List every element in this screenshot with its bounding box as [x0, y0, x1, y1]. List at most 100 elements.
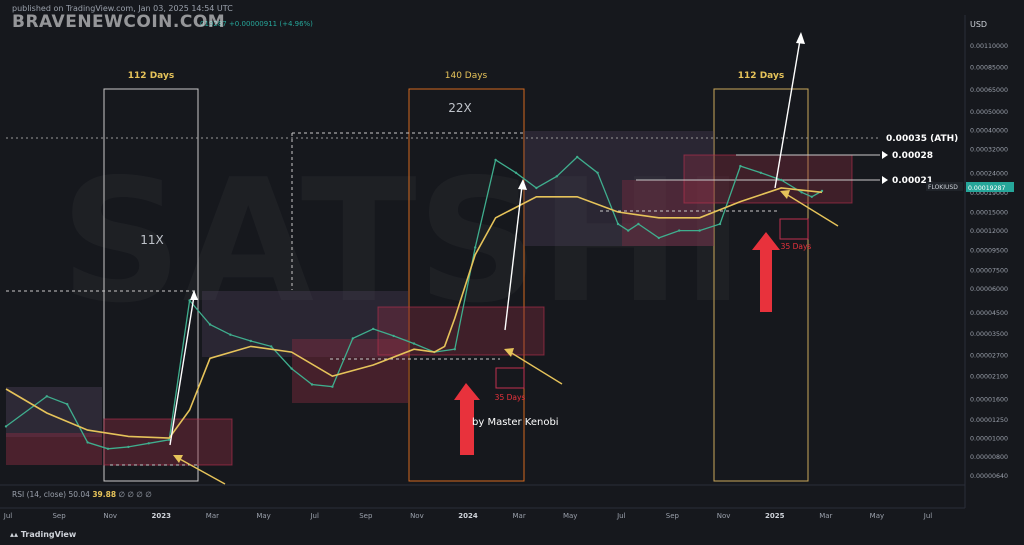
currency-label[interactable]: USD: [970, 20, 988, 29]
arrow-line-1: [169, 295, 195, 446]
published-info: published on TradingView.com, Jan 03, 20…: [12, 4, 233, 13]
price-tick-label: 0.00110000: [970, 43, 1008, 50]
price-point: [392, 334, 395, 338]
symbol-tag-label: FLOKIUSD: [928, 184, 958, 191]
price-point: [372, 327, 375, 331]
price-point: [759, 171, 762, 174]
time-tick-label: Mar: [819, 512, 832, 520]
price-point: [290, 367, 293, 370]
price-point: [249, 339, 252, 343]
moving-average-line: [5, 187, 823, 439]
time-tick-label: Sep: [359, 512, 373, 520]
zone-2: [103, 418, 233, 466]
time-tick-label: Sep: [666, 512, 680, 520]
site-logo-text: BRAVENEWCOIN.COM: [12, 12, 226, 32]
time-tick-label: Nov: [717, 512, 731, 520]
price-change-info: 019287 +0.00000911 (+4.96%): [200, 20, 313, 28]
time-tick-label: Jul: [616, 512, 626, 520]
gain-22x-label: 22X: [448, 101, 472, 115]
arrowhead-1-icon: [190, 290, 198, 300]
level-28-arrow-icon: [882, 151, 888, 159]
rsi-zeros: ∅ ∅ ∅ ∅: [118, 490, 152, 499]
days-35-label-b: 35 Days: [781, 242, 812, 251]
price-tick-label: 0.00000640: [970, 473, 1008, 480]
price-point: [208, 323, 212, 326]
days-35-label-a: 35 Days: [495, 393, 526, 402]
rsi-value-1: 50.04: [68, 490, 90, 499]
price-point: [514, 171, 518, 174]
tradingview-brand-label: TradingView: [20, 530, 77, 539]
yellow-arrowhead-3-icon: [780, 190, 790, 199]
price-point: [678, 229, 681, 232]
rsi-legend[interactable]: RSI (14, close) 50.04 39.88 ∅ ∅ ∅ ∅: [12, 490, 152, 499]
price-point: [310, 383, 314, 386]
price-point: [780, 178, 783, 182]
time-tick-label: 2023: [152, 512, 172, 520]
price-point: [657, 236, 660, 240]
price-point: [168, 438, 171, 441]
yellow-arrow-3: [785, 193, 839, 227]
price-point: [351, 337, 354, 340]
price-point: [412, 342, 416, 345]
price-tick-label: 0.00085000: [970, 65, 1008, 72]
ath-level-label: 0.00035 (ATH): [886, 134, 958, 144]
price-point: [127, 445, 130, 449]
price-point: [270, 345, 273, 348]
price-tick-label: 0.00040000: [970, 128, 1008, 135]
time-tick-label: Mar: [206, 512, 219, 520]
cycle-box-3: [713, 88, 809, 482]
price-point: [229, 333, 232, 336]
yellow-arrowhead-1-icon: [173, 455, 183, 463]
yellow-arrow-1: [177, 457, 226, 485]
price-point: [86, 441, 89, 444]
zone-5-top: [524, 131, 714, 246]
time-tick-label: May: [256, 512, 270, 520]
arrowhead-2-icon: [518, 179, 527, 190]
time-tick-label: 2025: [765, 512, 785, 520]
cycle-1-days-label: 112 Days: [128, 71, 174, 81]
rsi-value-2: 39.88: [92, 490, 117, 499]
time-axis: Jul Sep Nov 2023 Mar May Jul Sep Nov 2024 Mar May Ju…: [3, 512, 933, 520]
price-point: [698, 229, 701, 232]
price-tick-label: 0.00024000: [970, 170, 1008, 177]
price-tick-label: 0.00007500: [970, 267, 1008, 274]
price-point: [637, 222, 640, 226]
zone-6: [683, 154, 853, 204]
price-point: [453, 348, 456, 351]
current-price-tag: [966, 182, 1014, 192]
price-tick-label: 0.00000800: [970, 454, 1008, 461]
price-point: [555, 175, 558, 178]
level-21-arrow-icon: [882, 176, 888, 184]
price-point: [4, 425, 8, 428]
arrow-line-3: [774, 39, 801, 189]
price-tick-label: 0.00015000: [970, 210, 1008, 217]
price-point: [627, 229, 630, 232]
price-point: [494, 158, 497, 162]
tradingview-logo-icon: ▴▴: [10, 530, 21, 539]
price-tick-label: 0.00002700: [970, 353, 1008, 360]
arrowhead-3-icon: [796, 32, 805, 44]
time-tick-label: May: [870, 512, 884, 520]
price-layer: [4, 155, 824, 450]
price-tick-label: 0.00032000: [970, 146, 1008, 153]
price-point: [596, 171, 599, 174]
price-tick-label: 0.00001600: [970, 396, 1008, 403]
time-tick-label: Jul: [923, 512, 933, 520]
price-line: [5, 156, 823, 450]
price-point: [66, 403, 69, 406]
tradingview-brand[interactable]: ▴▴ TradingView: [10, 530, 76, 539]
time-tick-label: 2024: [458, 512, 478, 520]
price-point: [331, 385, 334, 388]
zone-35-days-b: [779, 218, 809, 240]
level-21-label: 0.00021: [892, 176, 933, 186]
price-point: [106, 447, 110, 450]
yellow-arrow-2: [509, 351, 563, 385]
price-point: [474, 246, 477, 249]
cycle-2-days-label: 140 Days: [445, 71, 488, 81]
price-tick-label: 0.00002100: [970, 374, 1008, 381]
price-tick-label: 0.00003500: [970, 331, 1008, 338]
price-point: [576, 155, 579, 159]
symbol-tag: [926, 182, 963, 191]
